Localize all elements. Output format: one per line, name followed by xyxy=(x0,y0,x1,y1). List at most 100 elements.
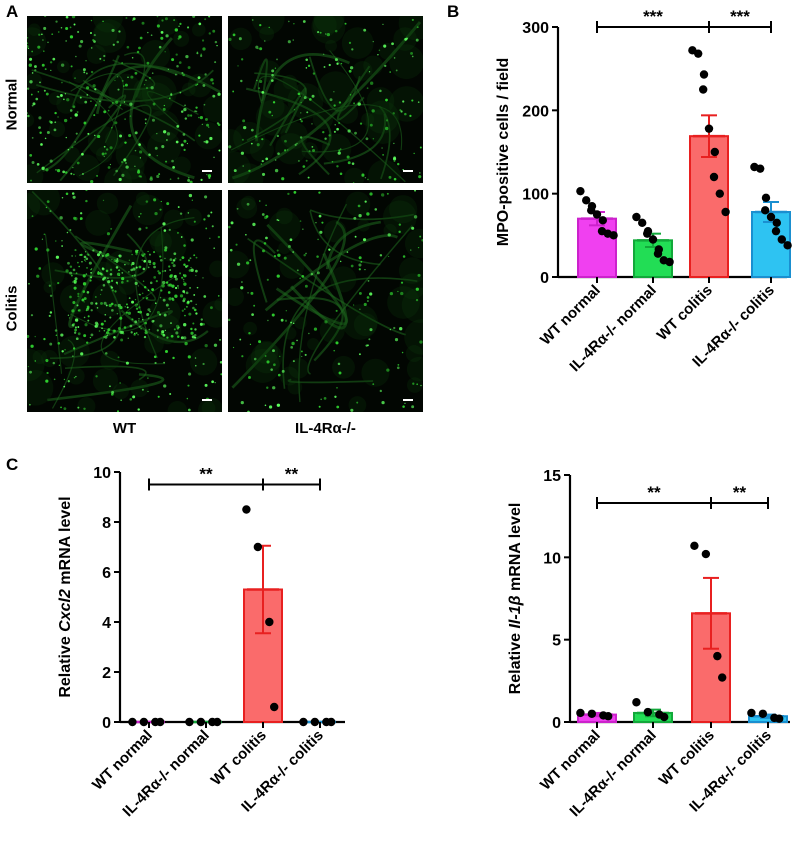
mpo-cell xyxy=(229,248,233,252)
tissue-haze xyxy=(100,350,120,371)
data-point xyxy=(715,189,724,198)
mpo-cell xyxy=(165,160,168,163)
mpo-cell xyxy=(393,142,395,145)
mpo-cell xyxy=(144,118,147,121)
tissue-haze xyxy=(202,300,222,328)
mpo-cell xyxy=(164,329,166,332)
mpo-cell xyxy=(143,286,147,289)
mpo-cell xyxy=(137,310,140,313)
mpo-cell xyxy=(160,200,162,203)
mpo-cell xyxy=(38,33,41,36)
mpo-cell xyxy=(202,362,205,366)
mpo-cell xyxy=(367,178,369,181)
data-point xyxy=(758,709,768,718)
mpo-cell xyxy=(239,338,242,341)
mpo-cell xyxy=(32,102,36,106)
y-tick-label: 300 xyxy=(522,20,549,37)
mpo-cell xyxy=(144,331,148,335)
mpo-cell xyxy=(265,204,267,207)
tissue-haze xyxy=(104,129,126,150)
mpo-cell xyxy=(320,398,322,401)
mpo-cell xyxy=(162,333,166,337)
tissue-haze xyxy=(388,86,423,122)
mpo-cell xyxy=(354,235,357,238)
mpo-cell xyxy=(171,284,175,288)
mpo-cell xyxy=(174,294,178,298)
mpo-cell xyxy=(149,263,151,265)
y-axis-label: MPO-positive cells / field xyxy=(495,58,512,247)
mpo-cell xyxy=(243,125,247,130)
mpo-cell xyxy=(116,312,119,315)
tissue-haze xyxy=(361,358,390,387)
mpo-cell xyxy=(177,206,180,208)
data-point xyxy=(327,717,336,727)
mpo-cell xyxy=(166,202,170,206)
mpo-cell xyxy=(77,326,80,328)
mpo-cell xyxy=(203,141,206,143)
mpo-cell xyxy=(117,88,120,91)
mpo-cell xyxy=(63,98,65,101)
mpo-cell xyxy=(73,286,77,290)
mpo-cell xyxy=(337,362,341,366)
mpo-cell xyxy=(158,45,162,49)
mpo-cell xyxy=(170,334,174,338)
mpo-cell xyxy=(393,57,396,59)
mpo-cell xyxy=(120,338,124,342)
mpo-cell xyxy=(411,226,415,230)
mpo-cell xyxy=(159,208,162,211)
mpo-cell xyxy=(350,408,354,412)
mpo-cell xyxy=(299,95,301,97)
mpo-cell xyxy=(212,94,216,98)
data-point xyxy=(783,241,792,250)
mpo-cell xyxy=(27,365,30,368)
mpo-cell xyxy=(360,260,363,263)
tissue-fold xyxy=(64,365,147,381)
tissue-haze xyxy=(139,82,173,117)
mpo-cell xyxy=(169,273,174,278)
mpo-cell xyxy=(164,248,167,252)
mpo-cell xyxy=(214,40,218,44)
data-point xyxy=(638,218,647,228)
mpo-cell xyxy=(30,314,34,317)
tissue-fold xyxy=(63,310,173,356)
tissue-haze xyxy=(93,261,113,282)
mpo-cell xyxy=(317,31,320,34)
mpo-cell xyxy=(137,285,139,287)
mpo-cell xyxy=(185,305,188,308)
mpo-cell xyxy=(55,240,57,242)
mpo-cell xyxy=(31,50,34,53)
mpo-cell xyxy=(248,169,251,173)
mpo-cell xyxy=(335,341,339,345)
mpo-cell xyxy=(369,123,373,127)
mpo-cell xyxy=(401,351,404,354)
mpo-cell xyxy=(205,140,209,144)
mpo-cell xyxy=(247,410,250,412)
mpo-cell xyxy=(189,257,192,260)
mpo-cell xyxy=(378,49,381,51)
mpo-cell xyxy=(358,353,361,356)
mpo-cell xyxy=(242,165,245,167)
y-axis-label-part: Relative xyxy=(507,629,524,695)
mpo-cell xyxy=(168,97,171,100)
mpo-cell xyxy=(315,222,317,224)
mpo-cell xyxy=(154,212,158,216)
mpo-cell xyxy=(50,69,52,72)
mpo-cell xyxy=(182,278,185,281)
mpo-cell xyxy=(336,127,339,131)
mpo-cell xyxy=(83,407,86,411)
mpo-cell xyxy=(142,267,146,271)
mpo-cell xyxy=(57,281,60,285)
mpo-cell xyxy=(151,72,154,74)
mpo-cell xyxy=(143,335,147,339)
mpo-cell xyxy=(79,254,81,256)
mpo-cell xyxy=(30,344,34,348)
bar xyxy=(577,217,617,279)
mpo-cell xyxy=(357,204,361,208)
mpo-cell xyxy=(208,32,211,35)
mpo-cell xyxy=(384,64,387,68)
mpo-cell xyxy=(85,273,88,275)
mpo-cell xyxy=(256,79,258,82)
tissue-haze xyxy=(236,197,258,219)
micrograph-ko-colitis xyxy=(228,190,423,412)
mpo-cell xyxy=(209,306,213,310)
